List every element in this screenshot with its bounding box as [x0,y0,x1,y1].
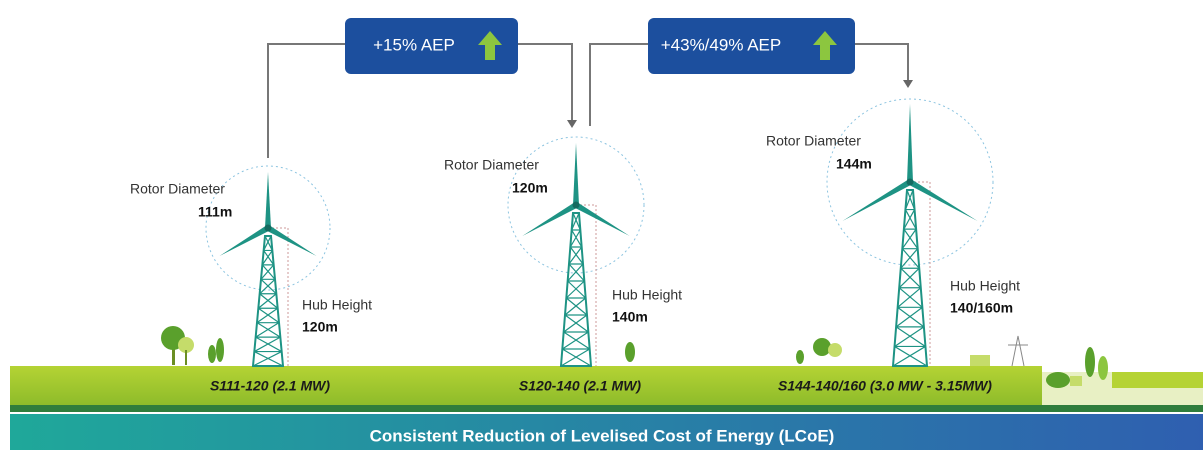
blade [909,179,978,221]
rotor-value: 111m [198,204,232,220]
hub-value: 140/160m [950,300,1013,316]
rotor-label: Rotor Diameter [130,181,225,197]
hub-label: Hub Height [950,278,1020,294]
rotor-value: 120m [512,180,548,196]
blade [842,179,911,221]
rotor-label: Rotor Diameter [766,133,861,149]
blade [220,225,270,256]
hub [265,225,272,232]
model-label: S120-140 (2.1 MW) [519,378,641,394]
hub [907,179,914,186]
rotor-label: Rotor Diameter [444,157,539,173]
hub-label: Hub Height [612,287,682,303]
blade [573,143,579,205]
tower-lattice [893,190,927,366]
ground-stripe [10,405,1203,412]
tower-lattice [253,236,283,366]
infographic: Consistent Reduction of Levelised Cost o… [0,0,1203,450]
blade [522,202,577,236]
rotor-value: 144m [836,156,872,172]
blade [907,104,913,182]
far-ground-strip [1112,372,1203,388]
hub [573,202,580,209]
hub-label: Hub Height [302,297,372,313]
hub-value: 140m [612,309,648,325]
model-label: S111-120 (2.1 MW) [210,378,330,394]
connector-arrows [567,80,913,128]
model-label: S144-140/160 (3.0 MW - 3.15MW) [778,378,992,394]
tower-lattice [561,213,591,366]
blade [265,172,271,228]
blade [267,225,317,256]
callout-text: +15% AEP [373,35,455,54]
footer-text: Consistent Reduction of Levelised Cost o… [370,426,835,445]
callout-text: +43%/49% AEP [661,35,782,54]
hub-value: 120m [302,319,338,335]
blade [575,202,630,236]
